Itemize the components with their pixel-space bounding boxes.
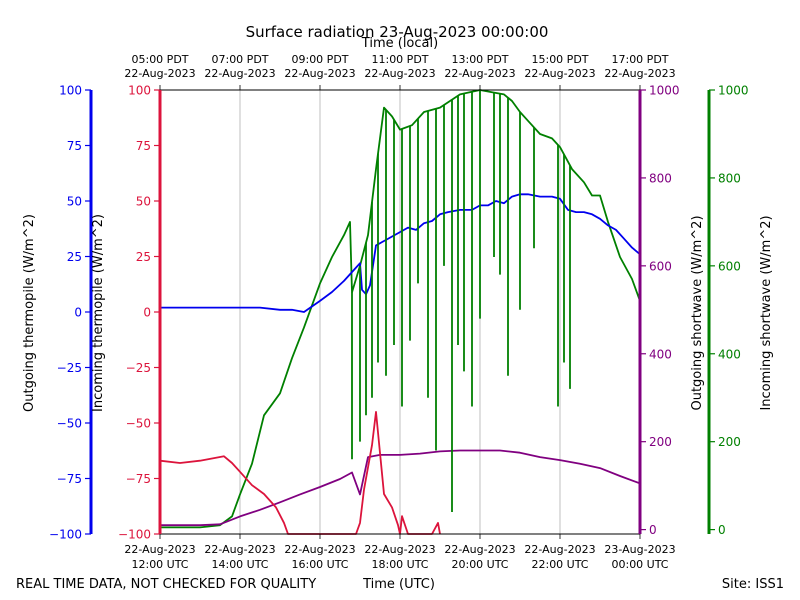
incoming-thermopile-tick-label: 0	[143, 306, 151, 320]
bottom-tick-date: 22-Aug-2023	[524, 543, 595, 556]
outgoing-thermopile-axis-label: Outgoing thermopile (W/m^2)	[22, 214, 37, 412]
top-tick-date: 22-Aug-2023	[364, 67, 435, 80]
top-tick-date: 22-Aug-2023	[284, 67, 355, 80]
incoming-thermopile-tick-label: −75	[126, 472, 151, 486]
bottom-tick-time: 12:00 UTC	[131, 558, 188, 571]
site-label: Site: ISS1	[722, 577, 784, 592]
outgoing-shortwave-tick-label: 0	[649, 523, 657, 537]
bottom-tick-time: 16:00 UTC	[291, 558, 348, 571]
outgoing-shortwave-tick-label: 200	[649, 435, 672, 449]
top-tick-time: 13:00 PDT	[451, 53, 508, 66]
incoming-shortwave-tick-label: 200	[718, 435, 741, 449]
incoming-shortwave-tick-label: 400	[718, 347, 741, 361]
bottom-tick-date: 22-Aug-2023	[284, 543, 355, 556]
top-tick-date: 22-Aug-2023	[604, 67, 675, 80]
incoming-shortwave-tick-label: 600	[718, 259, 741, 273]
outgoing-thermopile-tick-label: −25	[57, 361, 82, 375]
incoming-shortwave-tick-label: 800	[718, 171, 741, 185]
chart-title: Surface radiation 23-Aug-2023 00:00:00	[246, 23, 549, 41]
series-outgoing-shortwave	[160, 449, 641, 527]
outgoing-thermopile-tick-label: −100	[49, 528, 82, 542]
outgoing-thermopile-tick-label: 50	[67, 195, 82, 209]
outgoing-shortwave-tick-label: 600	[649, 259, 672, 273]
outgoing-thermopile-tick-label: 0	[74, 306, 82, 320]
bottom-tick-date: 22-Aug-2023	[204, 543, 275, 556]
top-tick-date: 22-Aug-2023	[524, 67, 595, 80]
outgoing-shortwave-tick-label: 800	[649, 171, 672, 185]
outgoing-shortwave-tick-label: 1000	[649, 84, 680, 98]
top-tick-date: 22-Aug-2023	[204, 67, 275, 80]
incoming-thermopile-axis-label: Incoming thermopile (W/m^2)	[91, 214, 106, 412]
grid	[239, 90, 561, 534]
bottom-tick-time: 22:00 UTC	[531, 558, 588, 571]
outgoing-thermopile-tick-label: −75	[57, 472, 82, 486]
top-tick-time: 15:00 PDT	[531, 53, 588, 66]
bottom-tick-date: 22-Aug-2023	[444, 543, 515, 556]
outgoing-thermopile-tick-label: 75	[67, 139, 82, 153]
incoming-thermopile-tick-label: −25	[126, 361, 151, 375]
top-tick-time: 11:00 PDT	[371, 53, 428, 66]
axes-layer: 100 75 50 25 0 −25 −50 −75 −100 100 75 50 25 0 −25 −50 −…	[49, 84, 749, 542]
bottom-tick-date: 22-Aug-2023	[124, 543, 195, 556]
incoming-shortwave-tick-label: 1000	[718, 84, 749, 98]
bottom-tick-date: 22-Aug-2023	[364, 543, 435, 556]
bottom-tick-time: 00:00 UTC	[611, 558, 668, 571]
time-ticks: 22-Aug-2023 12:00 UTC 22-Aug-2023 14:00 UTC…	[124, 53, 675, 571]
quality-note: REAL TIME DATA, NOT CHECKED FOR QUALITY	[16, 577, 316, 592]
outgoing-shortwave-axis-label: Outgoing shortwave (W/m^2)	[690, 215, 705, 410]
top-tick-time: 07:00 PDT	[211, 53, 268, 66]
top-tick-date: 22-Aug-2023	[124, 67, 195, 80]
incoming-thermopile-tick-label: −100	[118, 528, 151, 542]
incoming-thermopile-tick-label: 25	[136, 250, 151, 264]
top-tick-time: 09:00 PDT	[291, 53, 348, 66]
x-axis-label: Time (UTC)	[362, 577, 435, 592]
incoming-shortwave-axis-label: Incoming shortwave (W/m^2)	[759, 215, 774, 410]
incoming-thermopile-tick-label: −50	[126, 417, 151, 431]
incoming-shortwave-tick-label: 0	[718, 523, 726, 537]
outgoing-thermopile-tick-label: 25	[67, 250, 82, 264]
incoming-thermopile-tick-label: 50	[136, 195, 151, 209]
incoming-thermopile-tick-label: 75	[136, 139, 151, 153]
top-tick-time: 05:00 PDT	[131, 53, 188, 66]
bottom-tick-time: 18:00 UTC	[371, 558, 428, 571]
series-layer	[159, 89, 641, 535]
incoming-thermopile-tick-label: 100	[128, 84, 151, 98]
outgoing-shortwave-tick-label: 400	[649, 347, 672, 361]
top-tick-date: 22-Aug-2023	[444, 67, 515, 80]
bottom-tick-time: 14:00 UTC	[211, 558, 268, 571]
outgoing-thermopile-tick-label: 100	[59, 84, 82, 98]
bottom-tick-date: 23-Aug-2023	[604, 543, 675, 556]
series-incoming-shortwave	[160, 89, 641, 529]
bottom-tick-time: 20:00 UTC	[451, 558, 508, 571]
outgoing-thermopile-tick-label: −50	[57, 417, 82, 431]
top-tick-time: 17:00 PDT	[611, 53, 668, 66]
series-incoming-thermopile	[159, 410, 441, 535]
top-axis-label: Time (local)	[361, 36, 438, 51]
